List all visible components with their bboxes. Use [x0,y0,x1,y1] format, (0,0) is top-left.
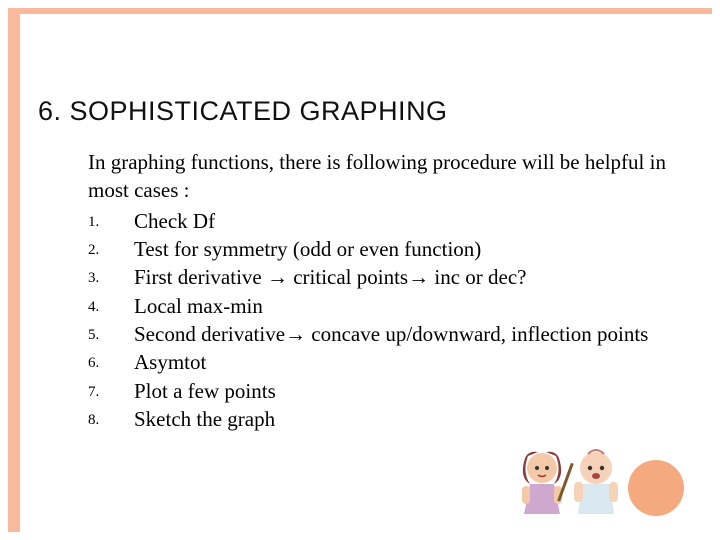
item-text: Local max-min [134,292,668,320]
item-text: Plot a few points [134,377,668,405]
item-number: 8. [88,405,134,430]
item-number: 4. [88,292,134,317]
item-number: 5. [88,320,134,345]
intro-text: In graphing functions, there is followin… [88,148,668,205]
item-text: Test for symmetry (odd or even function) [134,235,668,263]
list-item: 1. Check Df [88,207,668,235]
corner-circle-decor [628,460,684,516]
list-item: 2. Test for symmetry (odd or even functi… [88,235,668,263]
slide-title: 6. SOPHISTICATED GRAPHING [38,96,448,127]
item-number: 1. [88,207,134,232]
list-item: 7. Plot a few points [88,377,668,405]
item-text: Asymtot [134,348,668,376]
list-item: 3. First derivative → critical points→ i… [88,263,668,291]
procedure-list: 1. Check Df 2. Test for symmetry (odd or… [88,207,668,434]
item-number: 7. [88,377,134,402]
list-item: 4. Local max-min [88,292,668,320]
list-item: 6. Asymtot [88,348,668,376]
left-accent-bar [8,8,20,532]
top-accent-bar [8,8,712,14]
item-text: Check Df [134,207,668,235]
item-text: Second derivative→ concave up/downward, … [134,320,668,348]
item-number: 3. [88,263,134,288]
item-number: 6. [88,348,134,373]
item-text: Sketch the graph [134,405,668,433]
list-item: 8. Sketch the graph [88,405,668,433]
cartoon-characters-icon [510,432,630,522]
list-item: 5. Second derivative→ concave up/downwar… [88,320,668,348]
item-text: First derivative → critical points→ inc … [134,263,668,291]
item-number: 2. [88,235,134,260]
slide-content: In graphing functions, there is followin… [88,148,668,433]
